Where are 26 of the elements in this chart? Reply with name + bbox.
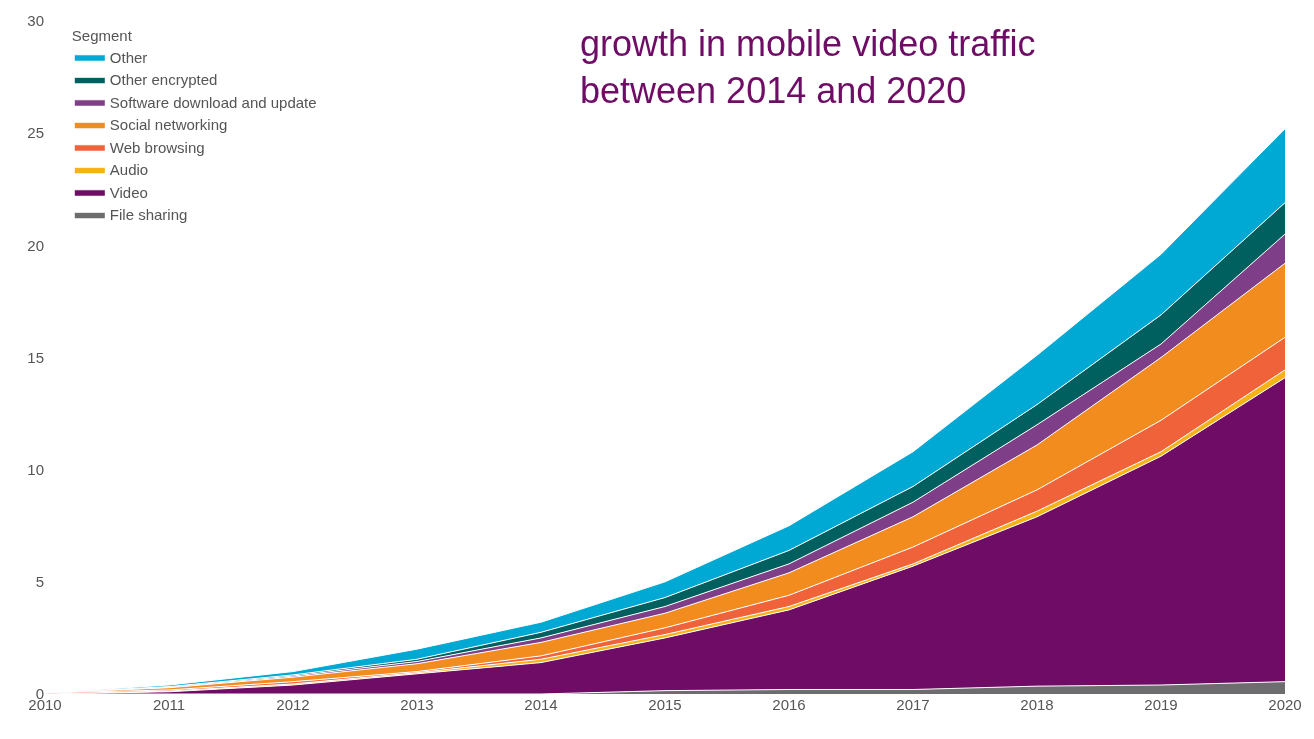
annotation: growth in mobile video traffic between 2014 and 2020 (580, 23, 1036, 111)
legend-label: File sharing (109, 206, 188, 224)
y-tick-label: 5 (35, 573, 44, 591)
legend-label: Social networking (109, 116, 228, 134)
x-tick-label: 2016 (772, 696, 806, 713)
x-tick-label: 2019 (1144, 696, 1178, 713)
y-tick-label: 10 (27, 460, 44, 478)
x-tick-label: 2018 (1020, 696, 1054, 713)
y-tick-label: 30 (27, 12, 44, 30)
y-tick-label: 25 (27, 124, 44, 142)
legend-label: Other encrypted (109, 71, 218, 89)
x-tick-label: 2011 (152, 696, 186, 713)
legend-label: Software download and update (109, 93, 317, 111)
y-tick-label: 20 (27, 236, 44, 254)
legend-label: Video (109, 183, 148, 201)
x-tick-label: 2014 (524, 696, 558, 713)
x-tick-label: 2012 (276, 696, 310, 713)
x-tick-label: 2020 (1268, 696, 1302, 713)
x-tick-label: 2013 (400, 696, 434, 713)
legend-label: Other (109, 48, 148, 66)
legend-title: Segment (71, 26, 133, 44)
x-tick-label: 2015 (648, 696, 682, 713)
legend-label: Audio (109, 161, 149, 179)
x-tick-label: 2017 (896, 696, 930, 713)
y-tick-label: 15 (27, 348, 44, 366)
legend-label: Web browsing (109, 138, 205, 156)
